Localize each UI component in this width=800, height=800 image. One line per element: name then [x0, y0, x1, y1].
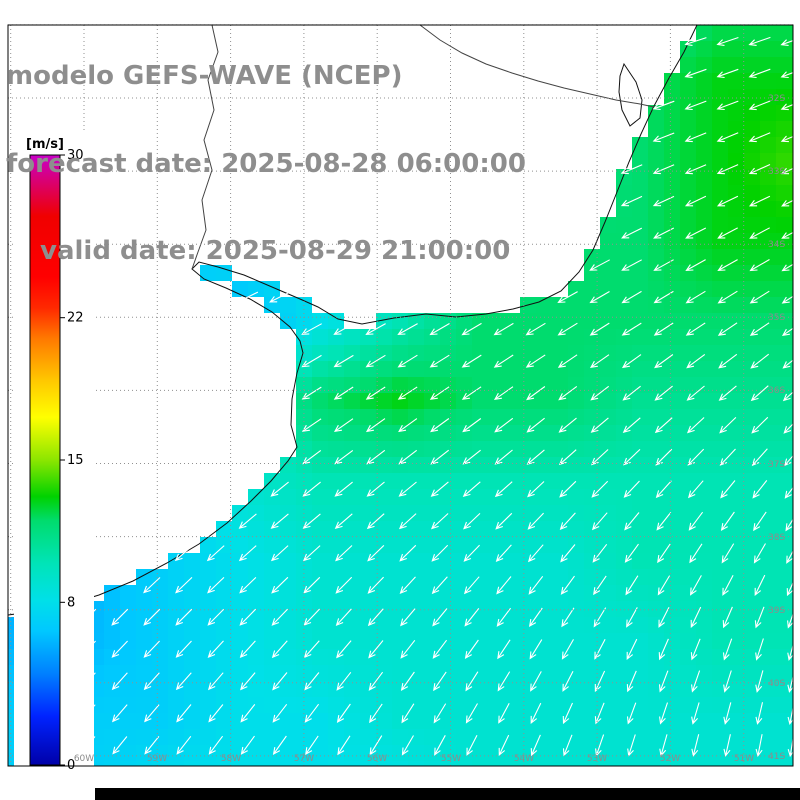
- longitude-label: 58W: [221, 754, 241, 764]
- latitude-label: 35S: [768, 313, 785, 323]
- longitude-label: 59W: [147, 754, 167, 764]
- bottom-bar: [95, 788, 800, 800]
- colorbar-tick-label: 30: [67, 148, 84, 163]
- map-frame: [7, 24, 794, 767]
- graticule: [8, 24, 793, 766]
- wind-speed-field: [8, 25, 793, 766]
- longitude-label: 53W: [587, 754, 607, 764]
- lagoon-outline: [618, 62, 643, 127]
- colorbar-tick-label: 15: [67, 453, 84, 468]
- longitude-label: 51W: [734, 754, 754, 764]
- latitude-label: 33S: [768, 167, 785, 177]
- latitude-label: 39S: [768, 606, 785, 616]
- country-border: [419, 24, 655, 108]
- latitude-label: 40S: [768, 679, 785, 689]
- latitude-label: 38S: [768, 533, 785, 543]
- latitude-label: 32S: [768, 94, 785, 104]
- wind-direction-arrows: [15, 36, 793, 758]
- colorbar-gradient: [29, 154, 61, 766]
- longitude-label: 56W: [367, 754, 387, 764]
- latitude-label: 34S: [768, 240, 785, 250]
- latitude-label: 36S: [768, 386, 785, 396]
- colorbar-tick-label: 8: [67, 595, 75, 610]
- longitude-label: 52W: [660, 754, 680, 764]
- latitude-label: 37S: [768, 460, 785, 470]
- longitude-label: 60W: [74, 754, 94, 764]
- longitude-label: 55W: [441, 754, 461, 764]
- colorbar-tick-label: 22: [67, 311, 84, 326]
- axis-labels: 60W 59W 58W 57W 56W 55W 54W 53W 52W 51W 32S 33S 34S 3…: [74, 94, 786, 764]
- longitude-label: 57W: [294, 754, 314, 764]
- country-border: [191, 24, 219, 270]
- coastline: [7, 24, 698, 616]
- latitude-label: 41S: [768, 752, 785, 762]
- colorbar-unit-label: [m/s]: [26, 137, 64, 152]
- longitude-label: 54W: [514, 754, 534, 764]
